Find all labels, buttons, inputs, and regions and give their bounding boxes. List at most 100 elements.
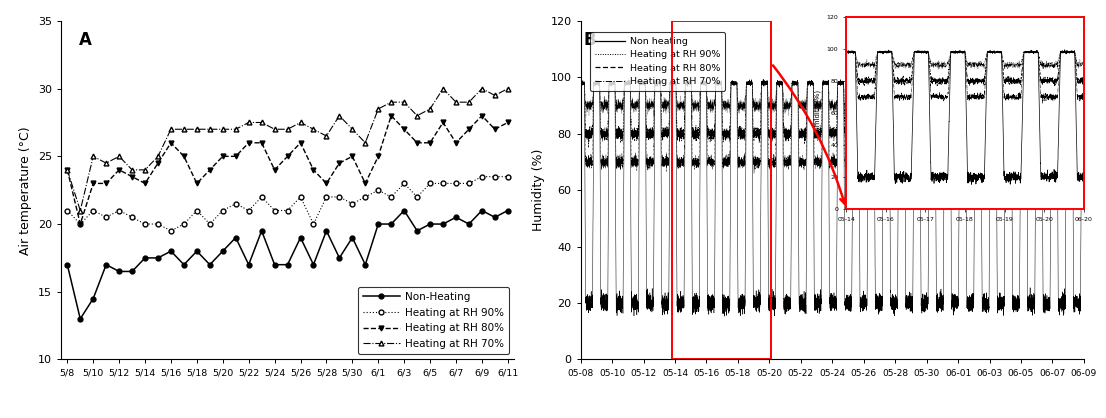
Heating at RH 80%: [320, 181, 333, 186]
Heating at RH 70%: [152, 154, 165, 159]
Y-axis label: Humidity (%): Humidity (%): [532, 149, 545, 232]
Heating at RH 90%: [306, 222, 320, 227]
Heating at RH 90%: [190, 208, 204, 213]
Heating at RH 80%: [74, 222, 87, 227]
Line: Non-Heating: Non-Heating: [65, 208, 510, 321]
Heating at RH 90%: [242, 208, 255, 213]
Heating at RH 70%: [204, 127, 217, 132]
Heating at RH 70%: [268, 127, 281, 132]
Non-Heating: [476, 208, 489, 213]
Heating at RH 80%: [242, 140, 255, 145]
Non-Heating: [306, 262, 320, 267]
Heating at RH 70%: [346, 127, 359, 132]
Heating at RH 70%: [437, 86, 450, 91]
Heating at RH 80%: [86, 181, 100, 186]
Heating at RH 80%: [294, 140, 307, 145]
Heating at RH 70%: [177, 127, 190, 132]
Non-Heating: [152, 255, 165, 260]
Line: Heating at RH 90%: Heating at RH 90%: [65, 174, 510, 233]
Non-Heating: [385, 222, 398, 227]
Non-Heating: [333, 255, 346, 260]
Heating at RH 90%: [385, 194, 398, 199]
Heating at RH 90%: [501, 174, 514, 179]
Heating at RH 80%: [346, 154, 359, 159]
Heating at RH 80%: [358, 181, 372, 186]
Non-Heating: [449, 215, 462, 220]
Heating at RH 80%: [397, 127, 410, 132]
Heating at RH 80%: [229, 154, 242, 159]
Heating at RH 80%: [138, 181, 152, 186]
Heating at RH 80%: [165, 140, 178, 145]
Heating at RH 90%: [281, 208, 294, 213]
Heating at RH 80%: [476, 113, 489, 118]
Non-Heating: [320, 228, 333, 233]
Heating at RH 90%: [86, 208, 100, 213]
Non-Heating: [204, 262, 217, 267]
Heating at RH 70%: [281, 127, 294, 132]
Heating at RH 80%: [177, 154, 190, 159]
Non-Heating: [397, 208, 410, 213]
Heating at RH 70%: [165, 127, 178, 132]
Heating at RH 70%: [255, 120, 269, 125]
Heating at RH 90%: [437, 181, 450, 186]
Non-Heating: [281, 262, 294, 267]
Non-Heating: [61, 262, 74, 267]
Non-Heating: [501, 208, 514, 213]
Y-axis label: Humidity (%): Humidity (%): [815, 90, 821, 136]
Heating at RH 70%: [294, 120, 307, 125]
Heating at RH 80%: [501, 120, 514, 125]
Non-Heating: [74, 316, 87, 321]
Non-Heating: [86, 296, 100, 301]
Line: Heating at RH 80%: Heating at RH 80%: [65, 113, 510, 227]
Heating at RH 80%: [152, 161, 165, 166]
Non-Heating: [255, 228, 269, 233]
Heating at RH 70%: [190, 127, 204, 132]
Heating at RH 80%: [449, 140, 462, 145]
Heating at RH 80%: [385, 113, 398, 118]
Heating at RH 90%: [476, 174, 489, 179]
Heating at RH 90%: [333, 194, 346, 199]
Heating at RH 90%: [397, 181, 410, 186]
Heating at RH 90%: [449, 181, 462, 186]
Heating at RH 90%: [177, 222, 190, 227]
Heating at RH 70%: [462, 99, 476, 104]
Heating at RH 80%: [306, 167, 320, 172]
Heating at RH 70%: [216, 127, 229, 132]
Heating at RH 70%: [86, 154, 100, 159]
Heating at RH 70%: [125, 167, 138, 172]
Heating at RH 70%: [397, 99, 410, 104]
Y-axis label: Air temperature (°C): Air temperature (°C): [19, 126, 32, 255]
Heating at RH 90%: [152, 222, 165, 227]
Heating at RH 90%: [216, 208, 229, 213]
Heating at RH 70%: [242, 120, 255, 125]
Non-Heating: [190, 249, 204, 254]
Non-Heating: [113, 269, 126, 274]
Legend: Non heating, Heating at RH 90%, Heating at RH 80%, Heating at RH 70%: Non heating, Heating at RH 90%, Heating …: [591, 32, 726, 91]
Heating at RH 80%: [190, 181, 204, 186]
Non-Heating: [372, 222, 385, 227]
Heating at RH 70%: [229, 127, 242, 132]
Heating at RH 80%: [61, 167, 74, 172]
Non-Heating: [138, 255, 152, 260]
Heating at RH 90%: [204, 222, 217, 227]
Heating at RH 70%: [488, 93, 501, 98]
Non-Heating: [488, 215, 501, 220]
Non-Heating: [242, 262, 255, 267]
Heating at RH 90%: [165, 228, 178, 233]
Text: B: B: [583, 31, 596, 49]
Heating at RH 70%: [385, 99, 398, 104]
Line: Heating at RH 70%: Heating at RH 70%: [65, 86, 510, 213]
Non-Heating: [424, 222, 437, 227]
Heating at RH 70%: [372, 107, 385, 112]
Heating at RH 70%: [306, 127, 320, 132]
Heating at RH 90%: [113, 208, 126, 213]
Non-Heating: [100, 262, 113, 267]
Heating at RH 70%: [410, 113, 424, 118]
Heating at RH 90%: [74, 222, 87, 227]
Heating at RH 90%: [488, 174, 501, 179]
Heating at RH 80%: [333, 161, 346, 166]
Heating at RH 80%: [462, 127, 476, 132]
Text: A: A: [79, 31, 92, 49]
Non-Heating: [268, 262, 281, 267]
Heating at RH 90%: [372, 188, 385, 193]
